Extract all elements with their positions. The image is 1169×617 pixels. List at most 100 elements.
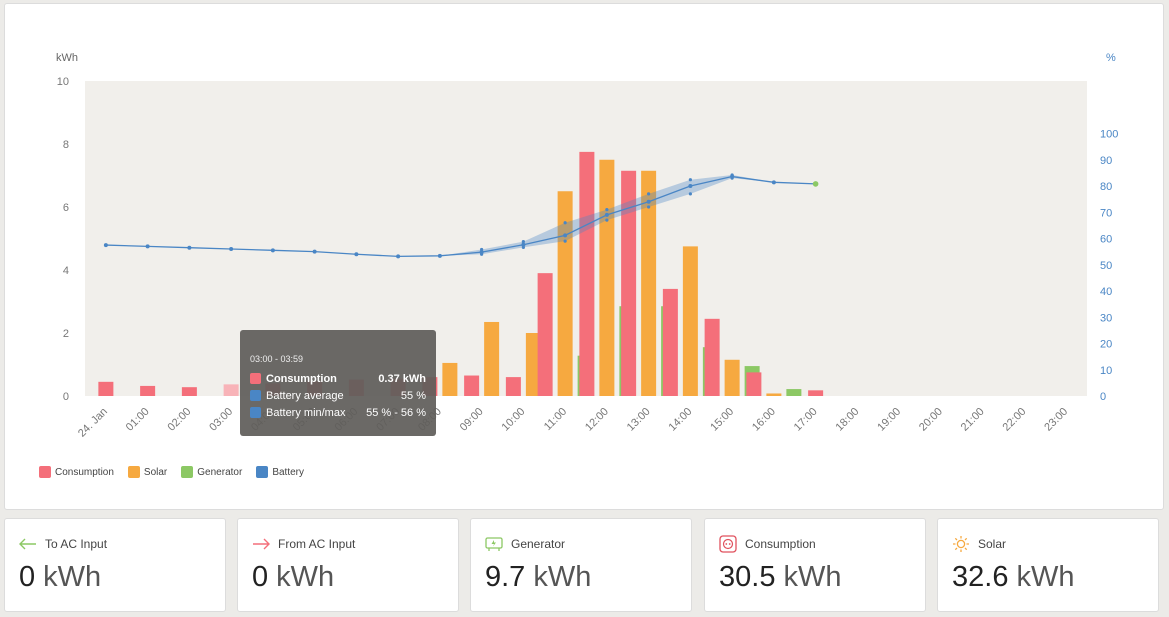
bar-consumption xyxy=(579,151,595,396)
bar-generator xyxy=(786,389,802,396)
stat-card-consumption: Consumption 30.5 kWh xyxy=(704,518,926,612)
bar-consumption xyxy=(808,390,824,396)
x-tick-label: 13:00 xyxy=(625,406,653,434)
battery-point xyxy=(437,253,442,258)
stat-value: 30.5 kWh xyxy=(719,561,841,594)
legend-item-consumption[interactable]: Consumption xyxy=(39,466,114,478)
battery-min-point xyxy=(730,176,734,180)
battery-max-point xyxy=(480,247,484,252)
y-right-tick-label: 50 xyxy=(1100,260,1112,272)
x-tick-label: 11:00 xyxy=(542,406,569,433)
x-tick-label: 15:00 xyxy=(708,406,736,434)
battery-point xyxy=(563,233,568,238)
legend-item-generator[interactable]: Generator xyxy=(181,466,242,478)
tooltip-swatch xyxy=(250,390,261,401)
x-tick-label: 03:00 xyxy=(207,406,235,434)
bar-solar xyxy=(557,191,573,396)
bar-solar xyxy=(525,333,541,396)
y-left-tick-label: 6 xyxy=(63,202,69,214)
y-left-tick-label: 2 xyxy=(63,328,69,340)
stat-value: 0 kWh xyxy=(252,561,334,594)
stat-number: 30.5 xyxy=(719,561,776,593)
bar-consumption xyxy=(537,273,553,396)
x-tick-label: 19:00 xyxy=(875,406,903,434)
stat-value: 0 kWh xyxy=(19,561,101,594)
stat-unit: kWh xyxy=(43,561,102,593)
bar-consumption xyxy=(140,385,156,396)
y-left-tick-label: 8 xyxy=(63,139,69,151)
x-tick-label: 18:00 xyxy=(834,406,862,434)
stat-unit: kWh xyxy=(783,561,842,593)
bar-solar xyxy=(724,359,740,396)
y-left-unit: kWh xyxy=(56,52,78,64)
chart-legend: Consumption Solar Generator Battery xyxy=(39,466,304,478)
stat-unit: kWh xyxy=(1016,561,1075,593)
battery-point xyxy=(312,249,317,254)
battery-point xyxy=(688,184,693,188)
tooltip-value: 0.37 kWh xyxy=(378,372,426,385)
legend-label: Generator xyxy=(197,466,243,478)
y-right-tick-label: 30 xyxy=(1100,312,1112,324)
stat-label: Consumption xyxy=(745,537,816,551)
legend-swatch xyxy=(127,466,140,478)
stat-label: Generator xyxy=(511,537,566,551)
x-tick-label: 01:00 xyxy=(124,406,152,434)
battery-point xyxy=(521,242,526,247)
y-right-tick-label: 20 xyxy=(1100,339,1112,351)
tooltip-label: Battery min/max xyxy=(266,406,346,419)
battery-point xyxy=(103,243,108,248)
battery-min-point xyxy=(605,218,609,222)
tooltip-label: Consumption xyxy=(266,372,337,385)
x-tick-label: 10:00 xyxy=(500,406,528,434)
battery-point xyxy=(771,180,776,185)
arrow-right-icon xyxy=(252,535,270,553)
battery-max-point xyxy=(730,173,734,177)
y-right-tick-label: 0 xyxy=(1100,391,1106,403)
x-tick-label: 21:00 xyxy=(959,406,987,434)
battery-point xyxy=(145,244,150,249)
stat-number: 9.7 xyxy=(485,561,526,593)
tooltip-row-consumption: Consumption 0.37 kWh xyxy=(250,370,426,387)
battery-min-point xyxy=(480,252,484,256)
tooltip-row-battery-average: Battery average 55 % xyxy=(250,387,426,404)
stat-card-generator: Generator 9.7 kWh xyxy=(470,518,692,612)
x-tick-label: 09:00 xyxy=(458,406,486,434)
legend-item-battery[interactable]: Battery xyxy=(256,466,304,478)
x-tick-label: 22:00 xyxy=(1001,406,1029,434)
y-right-tick-label: 40 xyxy=(1100,286,1112,298)
tooltip-value: 55 % xyxy=(400,389,426,402)
battery-point xyxy=(187,245,192,250)
legend-swatch xyxy=(256,466,269,478)
battery-point xyxy=(354,252,359,257)
y-right-tick-label: 70 xyxy=(1100,207,1112,219)
stat-unit: kWh xyxy=(533,561,592,593)
battery-max-point xyxy=(563,221,567,225)
stat-card-solar: Solar 32.6 kWh xyxy=(937,518,1159,612)
battery-point xyxy=(396,254,401,259)
y-left-tick-label: 0 xyxy=(63,391,69,403)
stat-label: From AC Input xyxy=(278,537,356,551)
y-left-tick-label: 4 xyxy=(63,265,69,277)
chart-tooltip: 03:00 - 03:59 Consumption 0.37 kWh Batte… xyxy=(240,330,436,436)
bar-consumption xyxy=(223,384,239,396)
legend-swatch xyxy=(181,466,194,478)
battery-point xyxy=(270,248,275,253)
bar-consumption xyxy=(464,375,480,396)
outlet-icon xyxy=(719,535,737,553)
bar-solar xyxy=(599,159,615,396)
stat-number: 0 xyxy=(252,561,269,593)
bar-consumption xyxy=(746,372,762,396)
y-right-tick-label: 80 xyxy=(1100,181,1112,193)
x-tick-label: 20:00 xyxy=(917,406,945,434)
x-tick-label: 16:00 xyxy=(750,406,778,434)
battery-min-point xyxy=(647,205,651,209)
legend-item-solar[interactable]: Solar xyxy=(127,466,167,478)
tooltip-swatch xyxy=(250,373,261,384)
battery-max-point xyxy=(605,208,609,212)
stat-value: 9.7 kWh xyxy=(485,561,591,594)
y-left-tick-label: 10 xyxy=(57,76,69,88)
stat-label: Solar xyxy=(978,537,1007,551)
y-right-unit: % xyxy=(1106,52,1116,64)
x-tick-label: 14:00 xyxy=(667,406,695,434)
